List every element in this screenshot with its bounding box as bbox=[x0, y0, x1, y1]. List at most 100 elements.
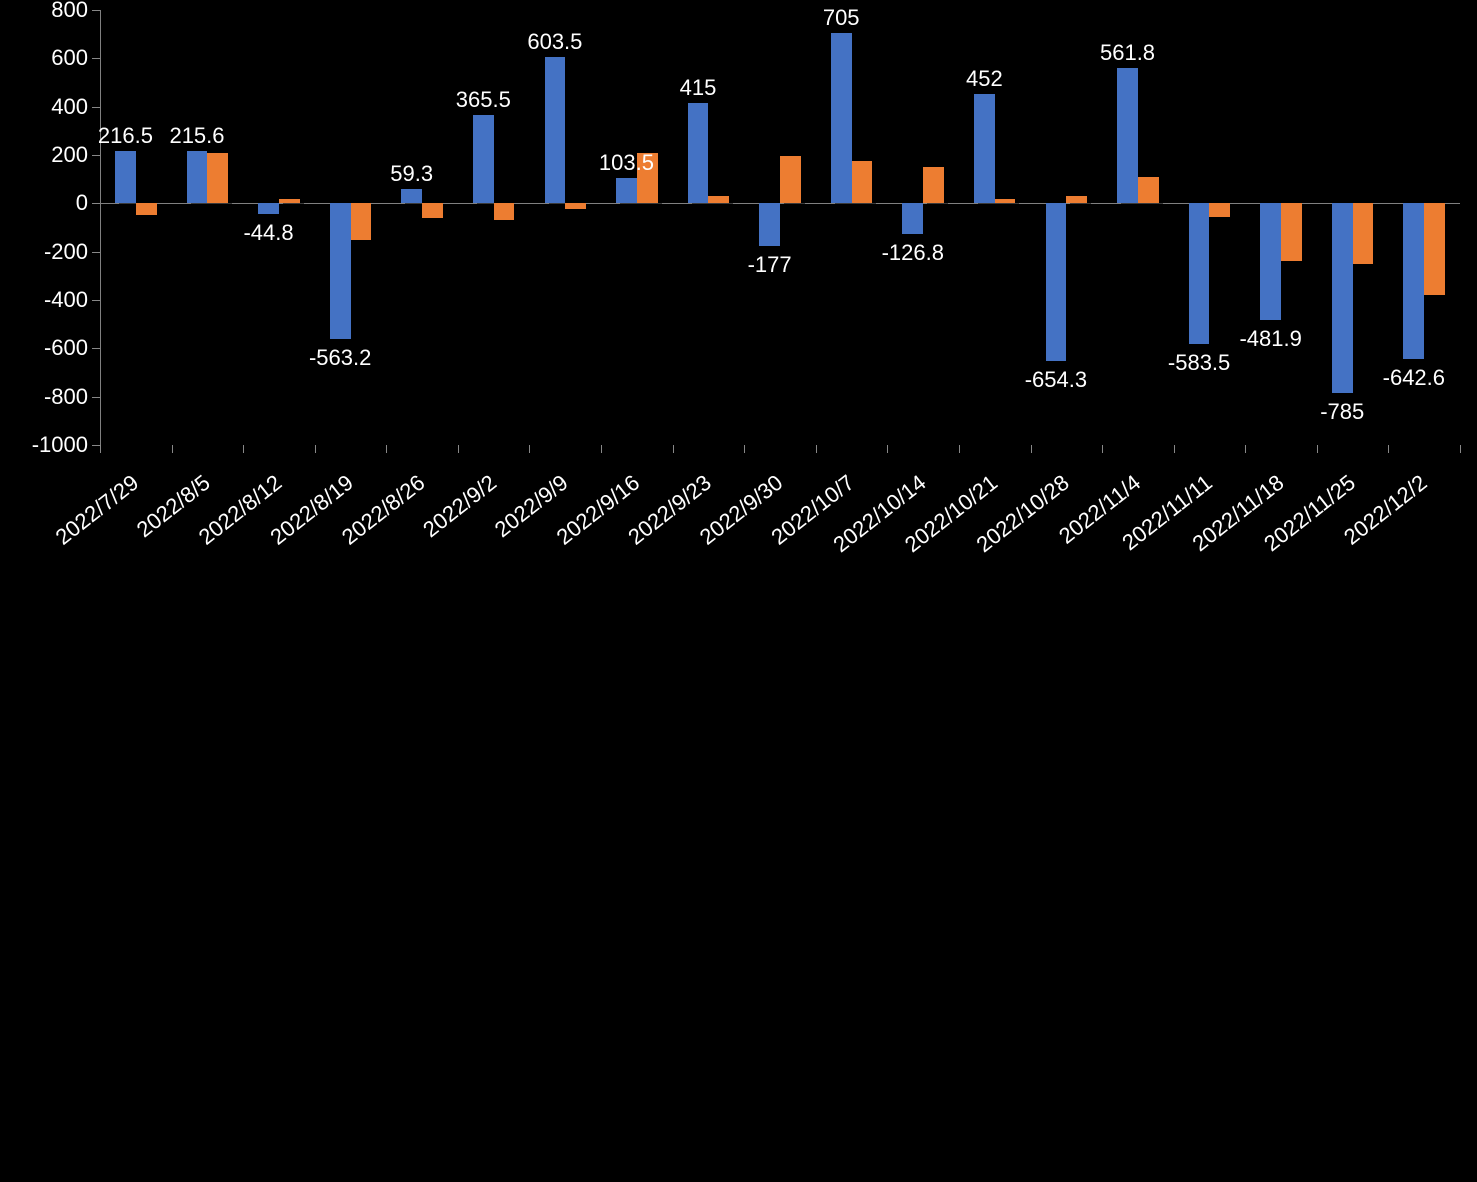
y-tick-mark bbox=[92, 10, 100, 11]
x-tick-mark bbox=[673, 445, 674, 453]
x-tick-mark bbox=[1388, 445, 1389, 453]
data-label: 216.5 bbox=[98, 123, 153, 149]
bar-series1 bbox=[1189, 203, 1210, 344]
data-label: -642.6 bbox=[1383, 365, 1445, 391]
x-tick-mark bbox=[1174, 445, 1175, 453]
bar-series1 bbox=[616, 178, 637, 203]
bar-series2 bbox=[207, 153, 228, 204]
data-label: -563.2 bbox=[309, 345, 371, 371]
y-tick-mark bbox=[92, 445, 100, 446]
bar-series1 bbox=[1403, 203, 1424, 358]
x-tick-mark bbox=[386, 445, 387, 453]
y-tick-label: -1000 bbox=[32, 432, 88, 458]
y-tick-label: -800 bbox=[44, 384, 88, 410]
bar-series1 bbox=[1332, 203, 1353, 393]
data-label: -583.5 bbox=[1168, 350, 1230, 376]
bar-series2 bbox=[136, 203, 157, 215]
bar-series1 bbox=[115, 151, 136, 203]
y-tick-label: -200 bbox=[44, 239, 88, 265]
bar-series2 bbox=[279, 199, 300, 204]
bar-series2 bbox=[1066, 196, 1087, 203]
y-tick-mark bbox=[92, 252, 100, 253]
y-tick-label: 0 bbox=[76, 190, 88, 216]
x-tick-mark bbox=[1460, 445, 1461, 453]
bar-series2 bbox=[1353, 203, 1374, 263]
y-tick-label: 800 bbox=[51, 0, 88, 23]
data-label: -126.8 bbox=[882, 240, 944, 266]
data-label: 705 bbox=[823, 5, 860, 31]
y-axis-line bbox=[100, 10, 101, 445]
bar-series2 bbox=[852, 161, 873, 203]
chart-container: -1000-800-600-400-2000200400600800216.52… bbox=[0, 0, 1477, 591]
bar-series1 bbox=[330, 203, 351, 339]
x-tick-mark bbox=[315, 445, 316, 453]
x-tick-mark bbox=[100, 445, 101, 453]
y-tick-mark bbox=[92, 58, 100, 59]
data-label: -44.8 bbox=[243, 220, 293, 246]
data-label: 452 bbox=[966, 66, 1003, 92]
bar-series2 bbox=[351, 203, 372, 239]
bar-series2 bbox=[565, 203, 586, 209]
x-tick-mark bbox=[1317, 445, 1318, 453]
bar-series1 bbox=[473, 115, 494, 203]
bar-series1 bbox=[688, 103, 709, 203]
x-tick-mark bbox=[243, 445, 244, 453]
x-tick-mark bbox=[959, 445, 960, 453]
data-label: 103.5 bbox=[599, 150, 654, 176]
bar-series1 bbox=[1260, 203, 1281, 319]
x-tick-mark bbox=[1102, 445, 1103, 453]
y-tick-label: 600 bbox=[51, 45, 88, 71]
data-label: 603.5 bbox=[527, 29, 582, 55]
bar-series2 bbox=[708, 196, 729, 203]
bar-series1 bbox=[1046, 203, 1067, 361]
bar-series1 bbox=[1117, 68, 1138, 204]
data-label: 561.8 bbox=[1100, 40, 1155, 66]
y-tick-mark bbox=[92, 203, 100, 204]
bar-series1 bbox=[401, 189, 422, 203]
y-tick-mark bbox=[92, 155, 100, 156]
bar-series1 bbox=[187, 151, 208, 203]
x-tick-mark bbox=[529, 445, 530, 453]
data-label: 215.6 bbox=[169, 123, 224, 149]
data-label: -654.3 bbox=[1025, 367, 1087, 393]
y-tick-label: -400 bbox=[44, 287, 88, 313]
y-tick-label: -600 bbox=[44, 335, 88, 361]
bar-series2 bbox=[494, 203, 515, 220]
data-label: 59.3 bbox=[390, 161, 433, 187]
data-label: -177 bbox=[748, 252, 792, 278]
data-label: 365.5 bbox=[456, 87, 511, 113]
x-axis-line bbox=[100, 203, 1460, 204]
y-tick-mark bbox=[92, 348, 100, 349]
bar-series1 bbox=[974, 94, 995, 203]
bar-series2 bbox=[1424, 203, 1445, 295]
x-tick-mark bbox=[1031, 445, 1032, 453]
bar-series2 bbox=[1138, 177, 1159, 204]
bar-series2 bbox=[1209, 203, 1230, 216]
x-tick-mark bbox=[1245, 445, 1246, 453]
x-tick-mark bbox=[744, 445, 745, 453]
x-tick-mark bbox=[172, 445, 173, 453]
x-tick-mark bbox=[458, 445, 459, 453]
y-tick-mark bbox=[92, 397, 100, 398]
bar-series1 bbox=[759, 203, 780, 246]
data-label: -785 bbox=[1320, 399, 1364, 425]
bar-series2 bbox=[422, 203, 443, 218]
data-label: 415 bbox=[680, 75, 717, 101]
y-tick-mark bbox=[92, 300, 100, 301]
bar-series2 bbox=[995, 199, 1016, 204]
bar-series1 bbox=[902, 203, 923, 234]
bar-series2 bbox=[780, 156, 801, 203]
plot-area: 216.5 215.6 -44.8 -563.2 59.3 365.5 603.5 103.5… bbox=[100, 10, 1460, 445]
x-tick-mark bbox=[601, 445, 602, 453]
x-tick-mark bbox=[887, 445, 888, 453]
bar-series2 bbox=[1281, 203, 1302, 261]
data-label: -481.9 bbox=[1239, 326, 1301, 352]
y-tick-label: 200 bbox=[51, 142, 88, 168]
bar-series2 bbox=[923, 167, 944, 203]
x-tick-mark bbox=[816, 445, 817, 453]
bar-series1 bbox=[545, 57, 566, 203]
bar-series1 bbox=[831, 33, 852, 203]
y-tick-label: 400 bbox=[51, 94, 88, 120]
bar-series1 bbox=[258, 203, 279, 214]
y-axis: -1000-800-600-400-2000200400600800 bbox=[0, 10, 88, 445]
